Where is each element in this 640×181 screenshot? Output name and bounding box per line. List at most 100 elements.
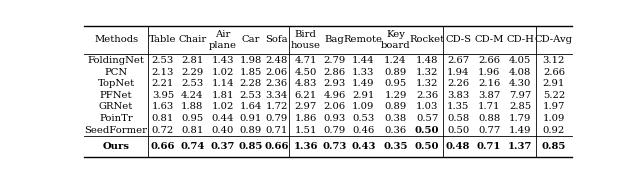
Text: 1.85: 1.85 (240, 68, 262, 77)
Text: 2.93: 2.93 (323, 79, 346, 88)
Text: SeedFormer: SeedFormer (84, 126, 148, 135)
Text: 2.48: 2.48 (266, 56, 288, 65)
Text: 0.66: 0.66 (264, 142, 289, 151)
Text: Rocket: Rocket (410, 35, 445, 45)
Text: 0.71: 0.71 (266, 126, 288, 135)
Text: 1.63: 1.63 (152, 102, 174, 111)
Text: 0.44: 0.44 (211, 114, 234, 123)
Text: 4.24: 4.24 (181, 91, 204, 100)
Text: 1.51: 1.51 (294, 126, 317, 135)
Text: 0.50: 0.50 (415, 126, 439, 135)
Text: CD-H: CD-H (506, 35, 534, 45)
Text: 1.32: 1.32 (416, 79, 438, 88)
Text: 0.46: 0.46 (352, 126, 374, 135)
Text: Car: Car (242, 35, 260, 45)
Text: 0.85: 0.85 (239, 142, 263, 151)
Text: 1.33: 1.33 (352, 68, 374, 77)
Text: 2.36: 2.36 (416, 91, 438, 100)
Text: PCN: PCN (104, 68, 127, 77)
Text: 3.95: 3.95 (152, 91, 174, 100)
Text: 0.53: 0.53 (352, 114, 374, 123)
Text: 2.53: 2.53 (240, 91, 262, 100)
Text: 0.57: 0.57 (416, 114, 438, 123)
Text: 2.86: 2.86 (323, 68, 346, 77)
Text: 0.43: 0.43 (351, 142, 376, 151)
Text: 0.40: 0.40 (211, 126, 234, 135)
Text: 0.91: 0.91 (240, 114, 262, 123)
Text: 3.87: 3.87 (478, 91, 500, 100)
Text: 0.81: 0.81 (181, 126, 204, 135)
Text: 1.48: 1.48 (416, 56, 438, 65)
Text: 2.36: 2.36 (266, 79, 288, 88)
Text: 0.35: 0.35 (383, 142, 408, 151)
Text: 0.50: 0.50 (415, 142, 439, 151)
Text: 5.22: 5.22 (543, 91, 565, 100)
Text: 4.50: 4.50 (294, 68, 317, 77)
Text: 1.98: 1.98 (240, 56, 262, 65)
Text: 1.14: 1.14 (211, 79, 234, 88)
Text: 1.49: 1.49 (509, 126, 531, 135)
Text: CD-M: CD-M (474, 35, 504, 45)
Text: 2.28: 2.28 (240, 79, 262, 88)
Text: 2.16: 2.16 (478, 79, 500, 88)
Text: 2.97: 2.97 (294, 102, 317, 111)
Text: 1.37: 1.37 (508, 142, 532, 151)
Text: 1.09: 1.09 (352, 102, 374, 111)
Text: 2.79: 2.79 (323, 56, 346, 65)
Text: 0.38: 0.38 (384, 114, 406, 123)
Text: Methods: Methods (94, 35, 138, 45)
Text: 7.97: 7.97 (509, 91, 531, 100)
Text: 0.73: 0.73 (322, 142, 347, 151)
Text: 0.88: 0.88 (478, 114, 500, 123)
Text: 2.91: 2.91 (352, 91, 374, 100)
Text: 1.02: 1.02 (211, 68, 234, 77)
Text: 0.92: 0.92 (543, 126, 565, 135)
Text: 4.71: 4.71 (294, 56, 317, 65)
Text: 0.79: 0.79 (266, 114, 288, 123)
Text: 0.89: 0.89 (384, 102, 406, 111)
Text: 0.71: 0.71 (477, 142, 501, 151)
Text: 0.37: 0.37 (211, 142, 235, 151)
Text: 2.53: 2.53 (152, 56, 174, 65)
Text: 1.09: 1.09 (543, 114, 565, 123)
Text: 0.77: 0.77 (478, 126, 500, 135)
Text: 0.95: 0.95 (384, 79, 406, 88)
Text: 0.81: 0.81 (152, 114, 174, 123)
Text: 2.29: 2.29 (181, 68, 204, 77)
Text: 1.49: 1.49 (352, 79, 374, 88)
Text: Table: Table (149, 35, 177, 45)
Text: 2.66: 2.66 (478, 56, 500, 65)
Text: Remote: Remote (344, 35, 383, 45)
Text: 0.72: 0.72 (152, 126, 174, 135)
Text: 0.89: 0.89 (240, 126, 262, 135)
Text: Chair: Chair (178, 35, 207, 45)
Text: 1.24: 1.24 (384, 56, 406, 65)
Text: 6.21: 6.21 (294, 91, 317, 100)
Text: 2.67: 2.67 (447, 56, 469, 65)
Text: 1.72: 1.72 (266, 102, 288, 111)
Text: 1.86: 1.86 (294, 114, 317, 123)
Text: 0.95: 0.95 (181, 114, 204, 123)
Text: 0.89: 0.89 (384, 68, 406, 77)
Text: 1.02: 1.02 (211, 102, 234, 111)
Text: 2.91: 2.91 (543, 79, 565, 88)
Text: 2.13: 2.13 (152, 68, 174, 77)
Text: 0.74: 0.74 (180, 142, 205, 151)
Text: Key
board: Key board (381, 30, 410, 50)
Text: Air
plane: Air plane (209, 30, 237, 50)
Text: 4.30: 4.30 (509, 79, 531, 88)
Text: 0.85: 0.85 (541, 142, 566, 151)
Text: 1.71: 1.71 (478, 102, 500, 111)
Text: 1.96: 1.96 (478, 68, 500, 77)
Text: 0.79: 0.79 (323, 126, 346, 135)
Text: 0.48: 0.48 (446, 142, 470, 151)
Text: 1.35: 1.35 (447, 102, 469, 111)
Text: 0.58: 0.58 (447, 114, 469, 123)
Text: PFNet: PFNet (100, 91, 132, 100)
Text: 1.36: 1.36 (293, 142, 318, 151)
Text: 2.21: 2.21 (152, 79, 174, 88)
Text: 1.64: 1.64 (240, 102, 262, 111)
Text: Sofa: Sofa (266, 35, 288, 45)
Text: 0.93: 0.93 (323, 114, 346, 123)
Text: FoldingNet: FoldingNet (88, 56, 145, 65)
